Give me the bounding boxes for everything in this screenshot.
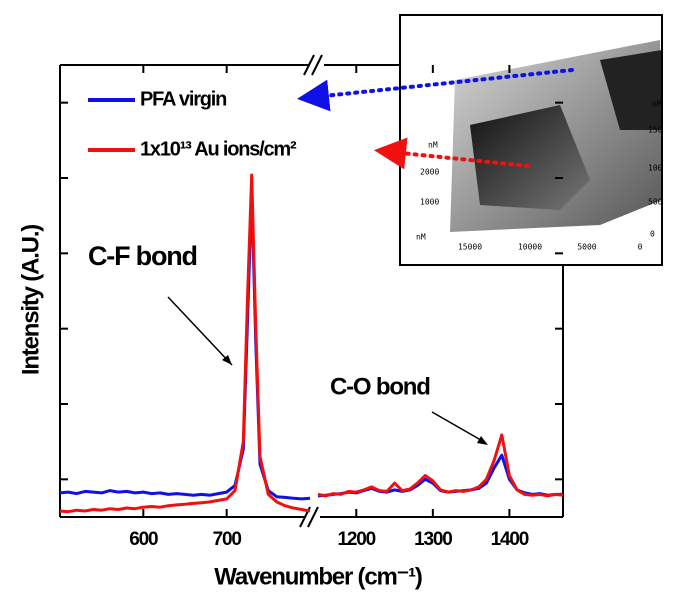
- annotation: C-F bond: [88, 241, 197, 271]
- chart: nM 2000 1000 nM 15000 10000 5000 0 nM 15000 10000 5…: [0, 0, 680, 597]
- inset-axis-label: nM: [652, 100, 662, 109]
- x-tick-label: 1300: [414, 529, 452, 550]
- annotation-arrow: [432, 412, 486, 443]
- inset-axis-label: 5000: [577, 243, 596, 252]
- inset-axis-label: 5000: [648, 198, 667, 207]
- x-tick-label: 1400: [491, 529, 529, 550]
- x-tick-label: 1200: [338, 529, 376, 550]
- inset-axis-label: 10000: [648, 164, 672, 173]
- annotation: C-O bond: [330, 373, 430, 400]
- inset-axis-label: nM: [428, 141, 438, 150]
- inset-axis-label: 1000: [420, 198, 439, 207]
- inset-axis-label: nM: [416, 233, 426, 242]
- inset-axis-label: 15000: [648, 126, 672, 135]
- inset-axis-label: 0: [638, 243, 643, 252]
- legend-label: PFA virgin: [140, 88, 226, 110]
- annotation-arrow: [168, 297, 232, 365]
- inset-axis-label: 0: [650, 230, 655, 239]
- x-tick-label: 600: [129, 529, 158, 550]
- inset-axis-label: 2000: [420, 168, 439, 177]
- inset-image: nM 2000 1000 nM 15000 10000 5000 0 nM 15000 10000 5…: [400, 15, 672, 265]
- inset-axis-label: 10000: [518, 243, 542, 252]
- inset-axis-label: 15000: [458, 243, 482, 252]
- x-tick-label: 700: [213, 529, 242, 550]
- y-axis-label: Intensity (A.U.): [17, 225, 44, 375]
- legend-label: 1x10¹³ Au ions/cm²: [140, 138, 297, 160]
- x-axis-label: Wavenumber (cm⁻¹): [214, 563, 422, 590]
